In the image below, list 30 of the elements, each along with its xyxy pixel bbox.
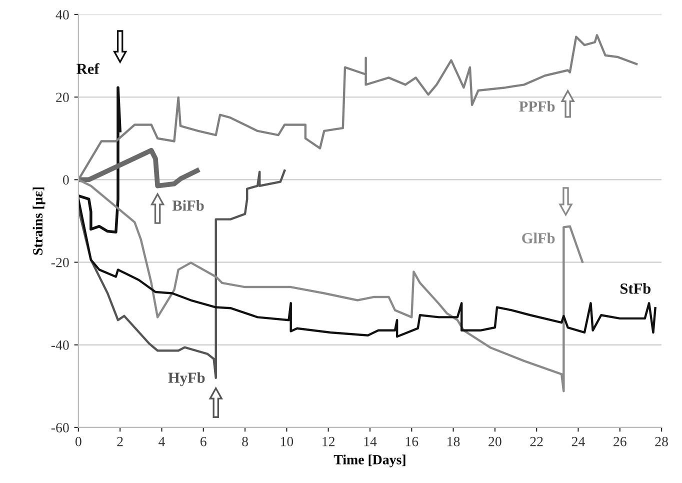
x-tick-label: 24	[572, 436, 585, 446]
series-label: Ref	[76, 63, 100, 74]
x-tick-label: 4	[158, 436, 165, 446]
series-label: GlFb	[522, 232, 555, 244]
x-tick-label: 14	[364, 436, 377, 446]
y-tick-label: -40	[51, 340, 69, 350]
series-label: HyFb	[168, 372, 205, 386]
x-tick-label: 6	[200, 436, 206, 446]
x-tick-label: 12	[322, 436, 335, 446]
series-label: StFb	[620, 283, 651, 294]
y-tick-label: -60	[51, 423, 69, 432]
x-tick-label: 22	[530, 436, 543, 446]
x-tick-label: 10	[280, 436, 294, 446]
x-tick-label: 20	[488, 436, 502, 446]
legend-label: BiFb	[172, 200, 204, 211]
y-tick-label: 40	[56, 10, 69, 20]
x-tick-label: 8	[242, 436, 248, 446]
x-tick-label: 16	[406, 436, 418, 446]
y-axis-title: Strains [µε]	[32, 187, 46, 255]
series-label: PPFb	[519, 100, 555, 112]
x-tick-label: 18	[448, 436, 460, 446]
x-tick-label: 28	[655, 436, 668, 446]
x-tick-label: 2	[117, 436, 123, 446]
x-axis-title: Time [Days]	[334, 454, 406, 468]
x-tick-label: 0	[75, 436, 82, 446]
y-tick-label: 20	[56, 92, 69, 102]
y-tick-label: 0	[62, 175, 69, 185]
y-tick-label: -20	[51, 258, 69, 268]
line-series	[78, 148, 200, 188]
x-tick-label: 26	[614, 436, 626, 446]
